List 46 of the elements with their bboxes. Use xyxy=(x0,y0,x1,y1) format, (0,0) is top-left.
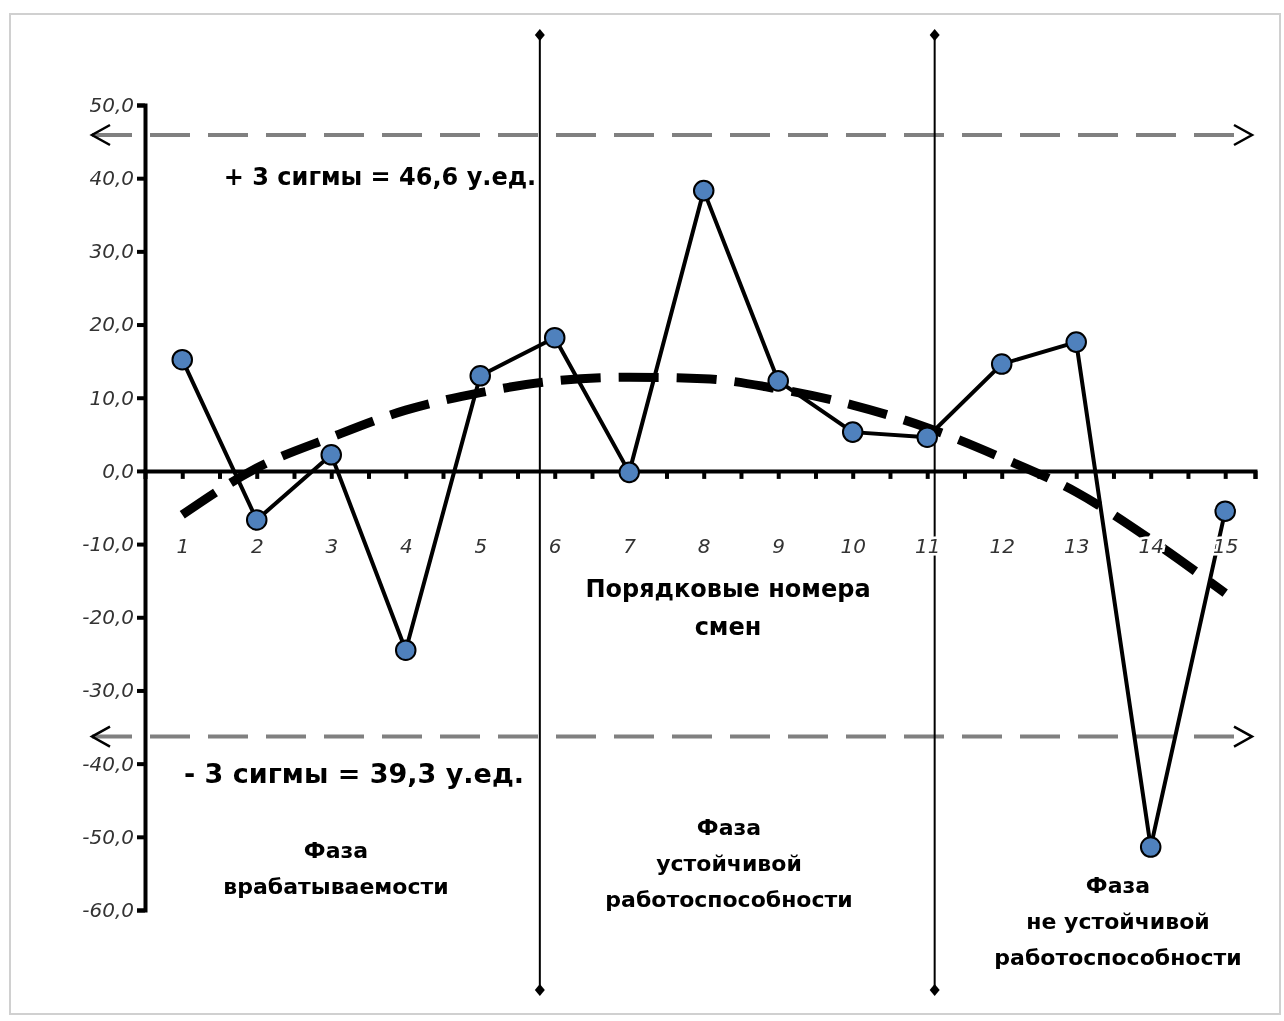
x-tick-label: 6 xyxy=(548,533,562,558)
y-tick-label: 40,0 xyxy=(89,166,134,191)
y-tick-label: -10,0 xyxy=(82,531,134,556)
point xyxy=(990,353,1013,375)
x-tick-label: 8 xyxy=(697,533,711,558)
annotation: Фаза врабатываемости xyxy=(223,838,449,899)
x-tick-label: 3 xyxy=(325,533,339,558)
y-tick-label: -40,0 xyxy=(82,751,134,776)
point xyxy=(320,444,343,466)
x-tick-label: 7 xyxy=(623,533,637,558)
y-tick-label: 0,0 xyxy=(102,458,134,483)
x-tick-label: 9 xyxy=(772,533,786,558)
annotation: - 3 сигмы = 39,3 у.ед. xyxy=(184,758,524,789)
annotation: + 3 сигмы = 46,6 у.ед. xyxy=(223,163,537,191)
point xyxy=(1214,500,1236,522)
x-tick-label: 10 xyxy=(840,533,866,558)
x-tick-label: 5 xyxy=(474,533,488,558)
x-axis-title: Порядковые номера смен xyxy=(585,575,871,641)
x-tick-label: 1 xyxy=(176,533,190,558)
point xyxy=(245,509,268,531)
point xyxy=(916,426,938,448)
x-tick-label: 12 xyxy=(989,533,1015,558)
annotation: Фаза не устойчивой работоспособности xyxy=(994,873,1242,970)
point xyxy=(841,421,864,443)
point xyxy=(618,461,640,484)
point xyxy=(692,179,715,202)
point xyxy=(171,348,194,371)
point xyxy=(767,370,789,392)
x-tick-label: 13 xyxy=(1063,533,1090,558)
point xyxy=(469,365,492,387)
point xyxy=(1139,836,1162,858)
y-tick-label: 50,0 xyxy=(89,92,134,117)
point xyxy=(1065,331,1087,353)
y-tick-label: 20,0 xyxy=(89,312,134,337)
y-tick-label: 30,0 xyxy=(89,239,134,264)
y-tick-label: 10,0 xyxy=(89,385,134,410)
x-tick-label: 14 xyxy=(1138,533,1164,558)
x-tick-label: 4 xyxy=(399,533,413,558)
point xyxy=(394,639,417,661)
y-tick-label: -30,0 xyxy=(82,678,134,703)
point xyxy=(543,326,566,349)
y-tick-label: -60,0 xyxy=(82,897,134,922)
annotation: Фаза устойчивой работоспособности xyxy=(605,815,853,912)
y-tick-label: -20,0 xyxy=(82,605,134,630)
y-tick-label: -50,0 xyxy=(82,824,134,849)
x-tick-label: 2 xyxy=(250,533,264,558)
